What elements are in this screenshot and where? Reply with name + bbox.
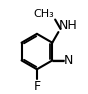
Text: CH₃: CH₃ <box>34 9 54 19</box>
Text: F: F <box>33 80 40 92</box>
Text: N: N <box>64 54 74 67</box>
Text: NH: NH <box>59 19 78 32</box>
